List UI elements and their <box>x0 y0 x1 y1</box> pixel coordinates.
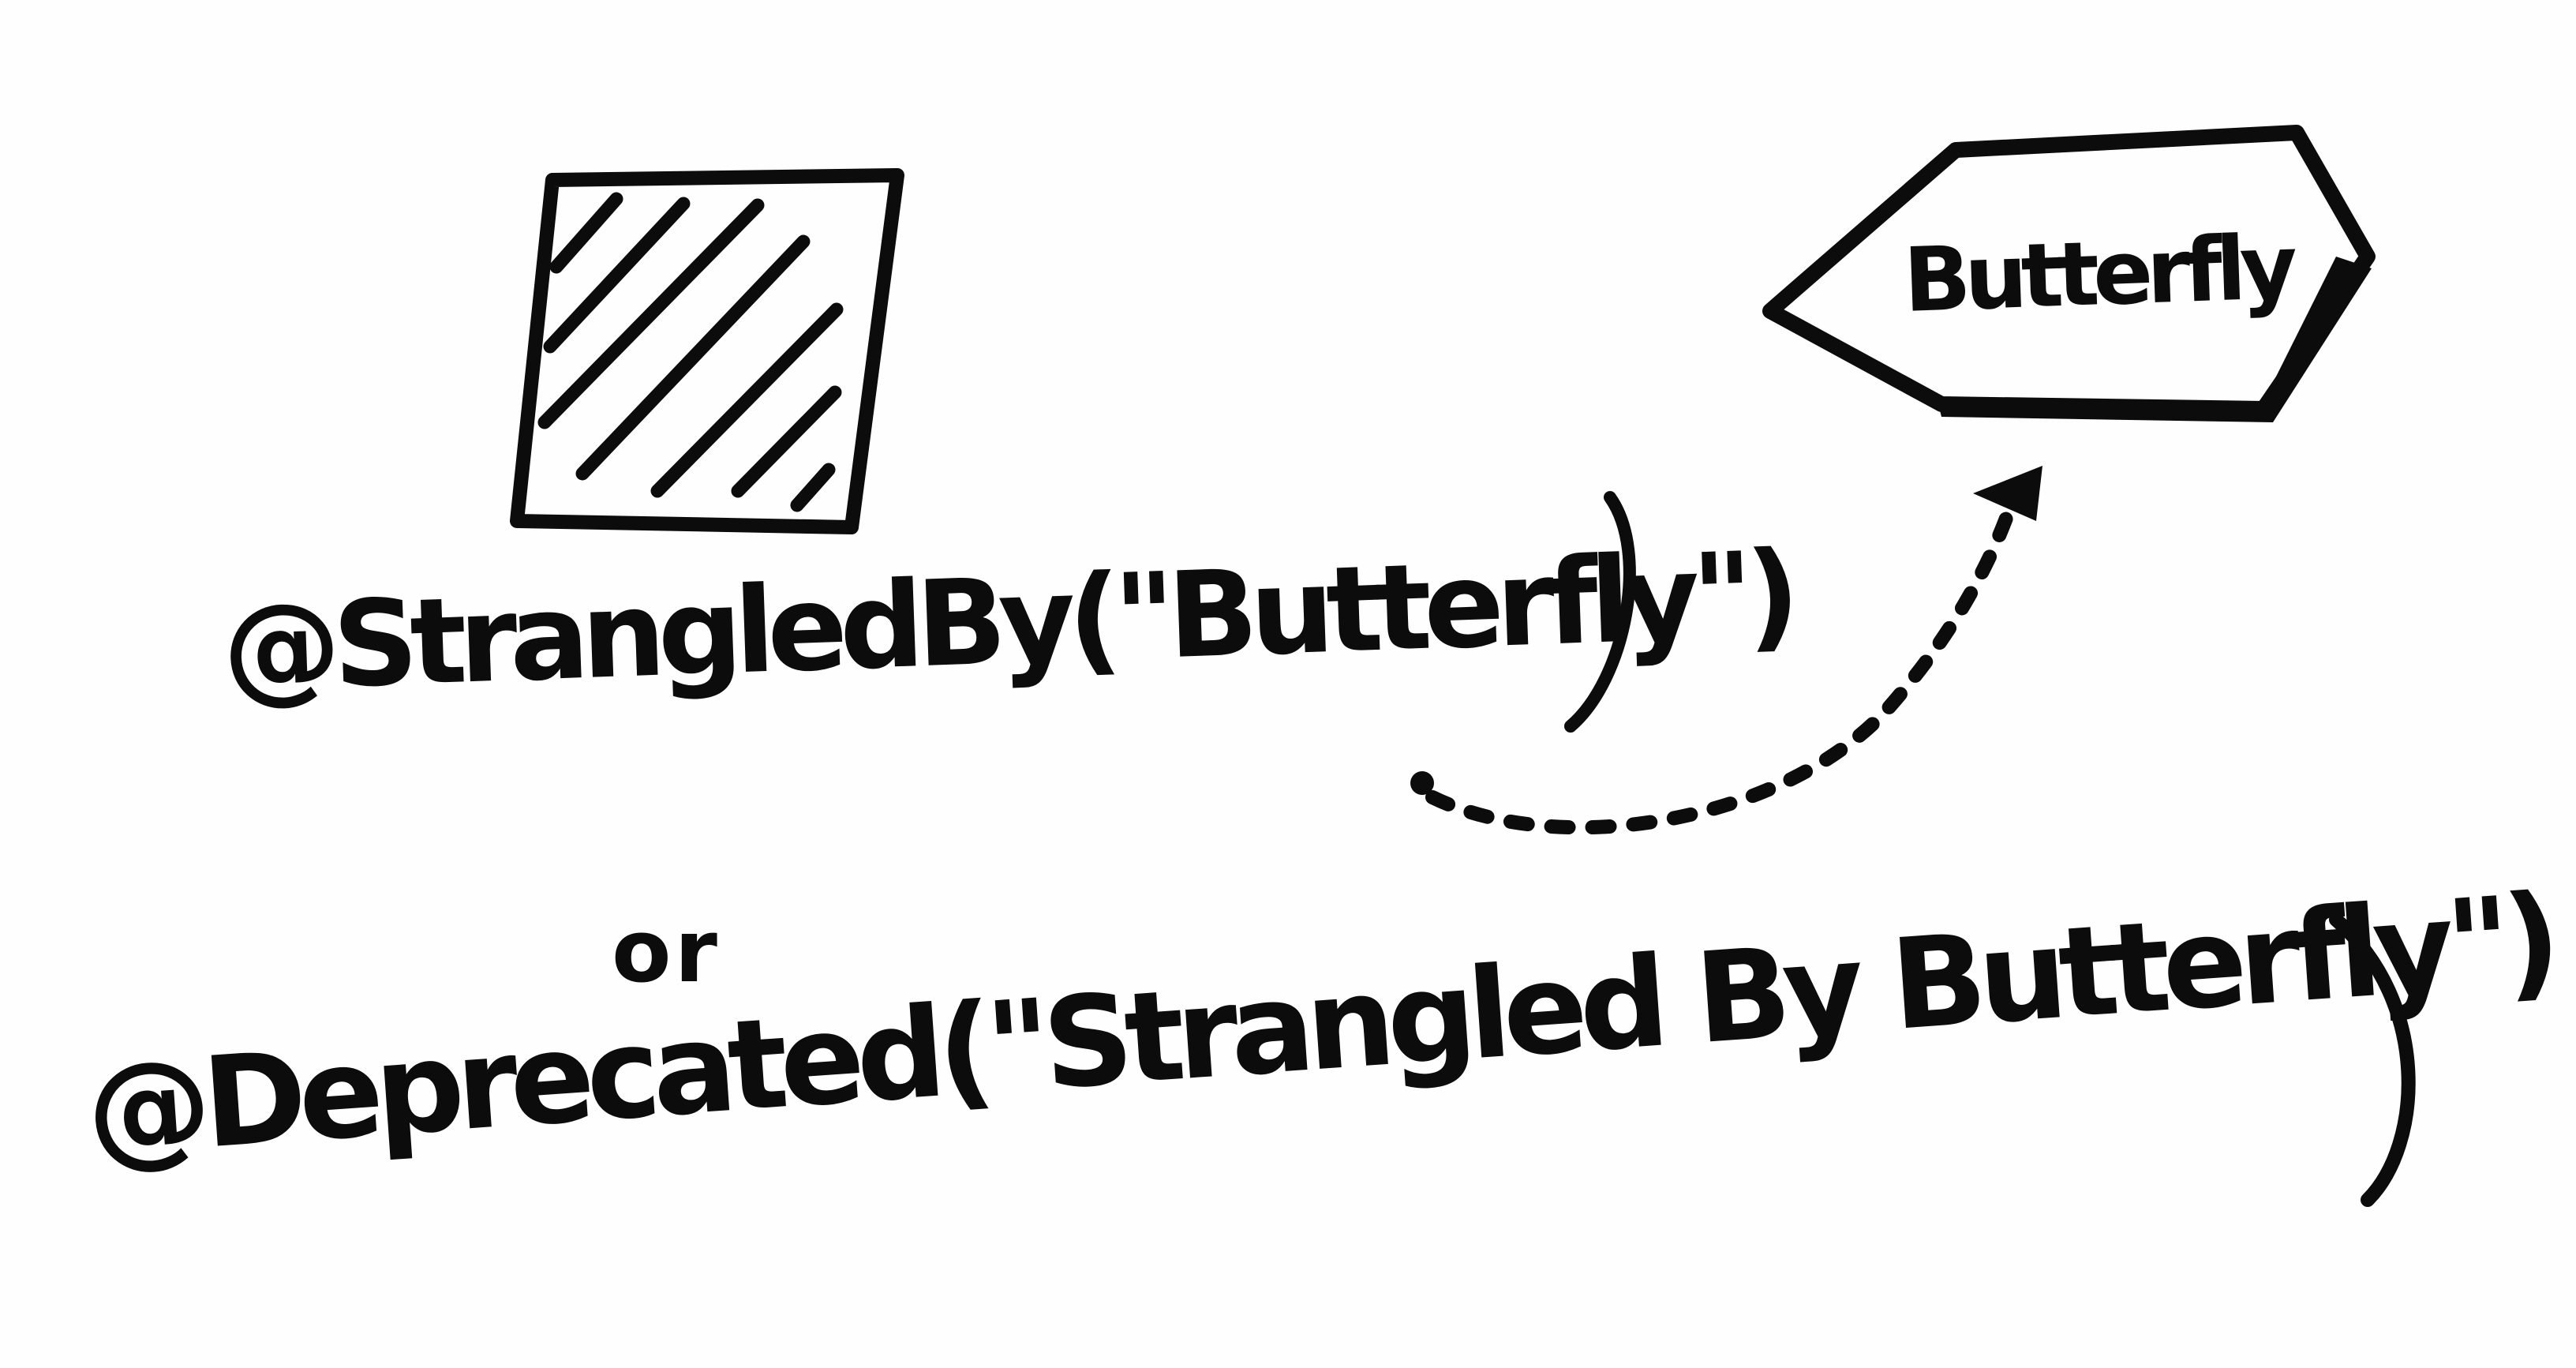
closing-paren-2 <box>2329 913 2416 1207</box>
arrow-head <box>1973 466 2042 521</box>
butterfly-node-label: Butterfly <box>1901 216 2293 332</box>
butterfly-hexagon <box>1762 125 2376 422</box>
legacy-hatched-square <box>510 168 904 534</box>
closing-paren-1 <box>1564 491 1636 733</box>
or-separator: or <box>612 901 721 1002</box>
hatch-lines <box>537 192 844 512</box>
hexagon-shadow <box>1938 257 2372 422</box>
arrow-start-dot <box>1410 771 1434 795</box>
dotted-arrow <box>1410 466 2042 835</box>
